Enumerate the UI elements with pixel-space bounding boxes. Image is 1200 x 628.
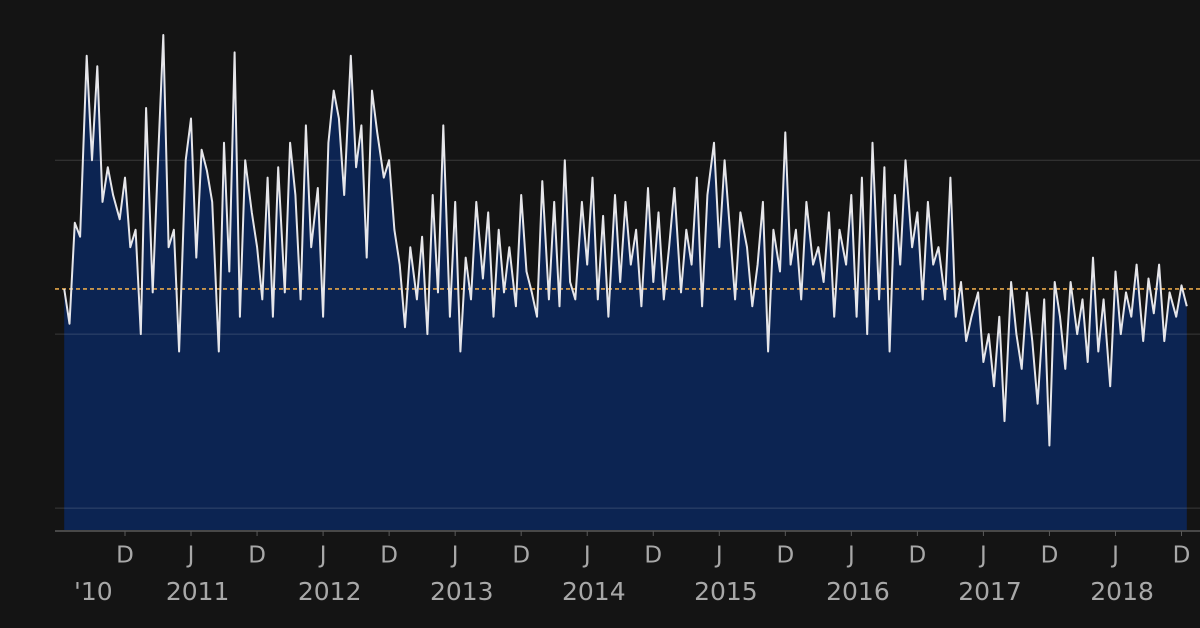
year-label: 2011 <box>166 577 230 606</box>
line <box>63 34 1188 447</box>
year-label: '10 <box>74 577 113 606</box>
x-tick-label: D <box>116 543 134 569</box>
x-tick-label: D <box>644 543 662 569</box>
year-label: 2012 <box>298 577 362 606</box>
x-tick-label: D <box>776 543 794 569</box>
x-tick-label: J <box>450 543 459 569</box>
x-tick-label: D <box>380 543 398 569</box>
x-tick-label: D <box>909 543 927 569</box>
year-label: 2016 <box>826 577 890 606</box>
year-label: 2018 <box>1090 577 1154 606</box>
area <box>64 35 1187 530</box>
x-tick-label: J <box>582 543 591 569</box>
x-tick-label: J <box>1110 543 1119 569</box>
x-tick-label: J <box>846 543 855 569</box>
x-tick-label: J <box>978 543 987 569</box>
x-tick-label: D <box>1173 543 1191 569</box>
x-tick-label: D <box>248 543 266 569</box>
x-tick-label: D <box>1041 543 1059 569</box>
x-tick-label: D <box>512 543 530 569</box>
x-tick-label: J <box>714 543 723 569</box>
year-label: 2015 <box>694 577 758 606</box>
year-label: 2017 <box>958 577 1022 606</box>
year-label: 2013 <box>430 577 494 606</box>
x-tick-label: J <box>318 543 327 569</box>
x-tick-label: J <box>186 543 195 569</box>
year-label: 2014 <box>562 577 626 606</box>
